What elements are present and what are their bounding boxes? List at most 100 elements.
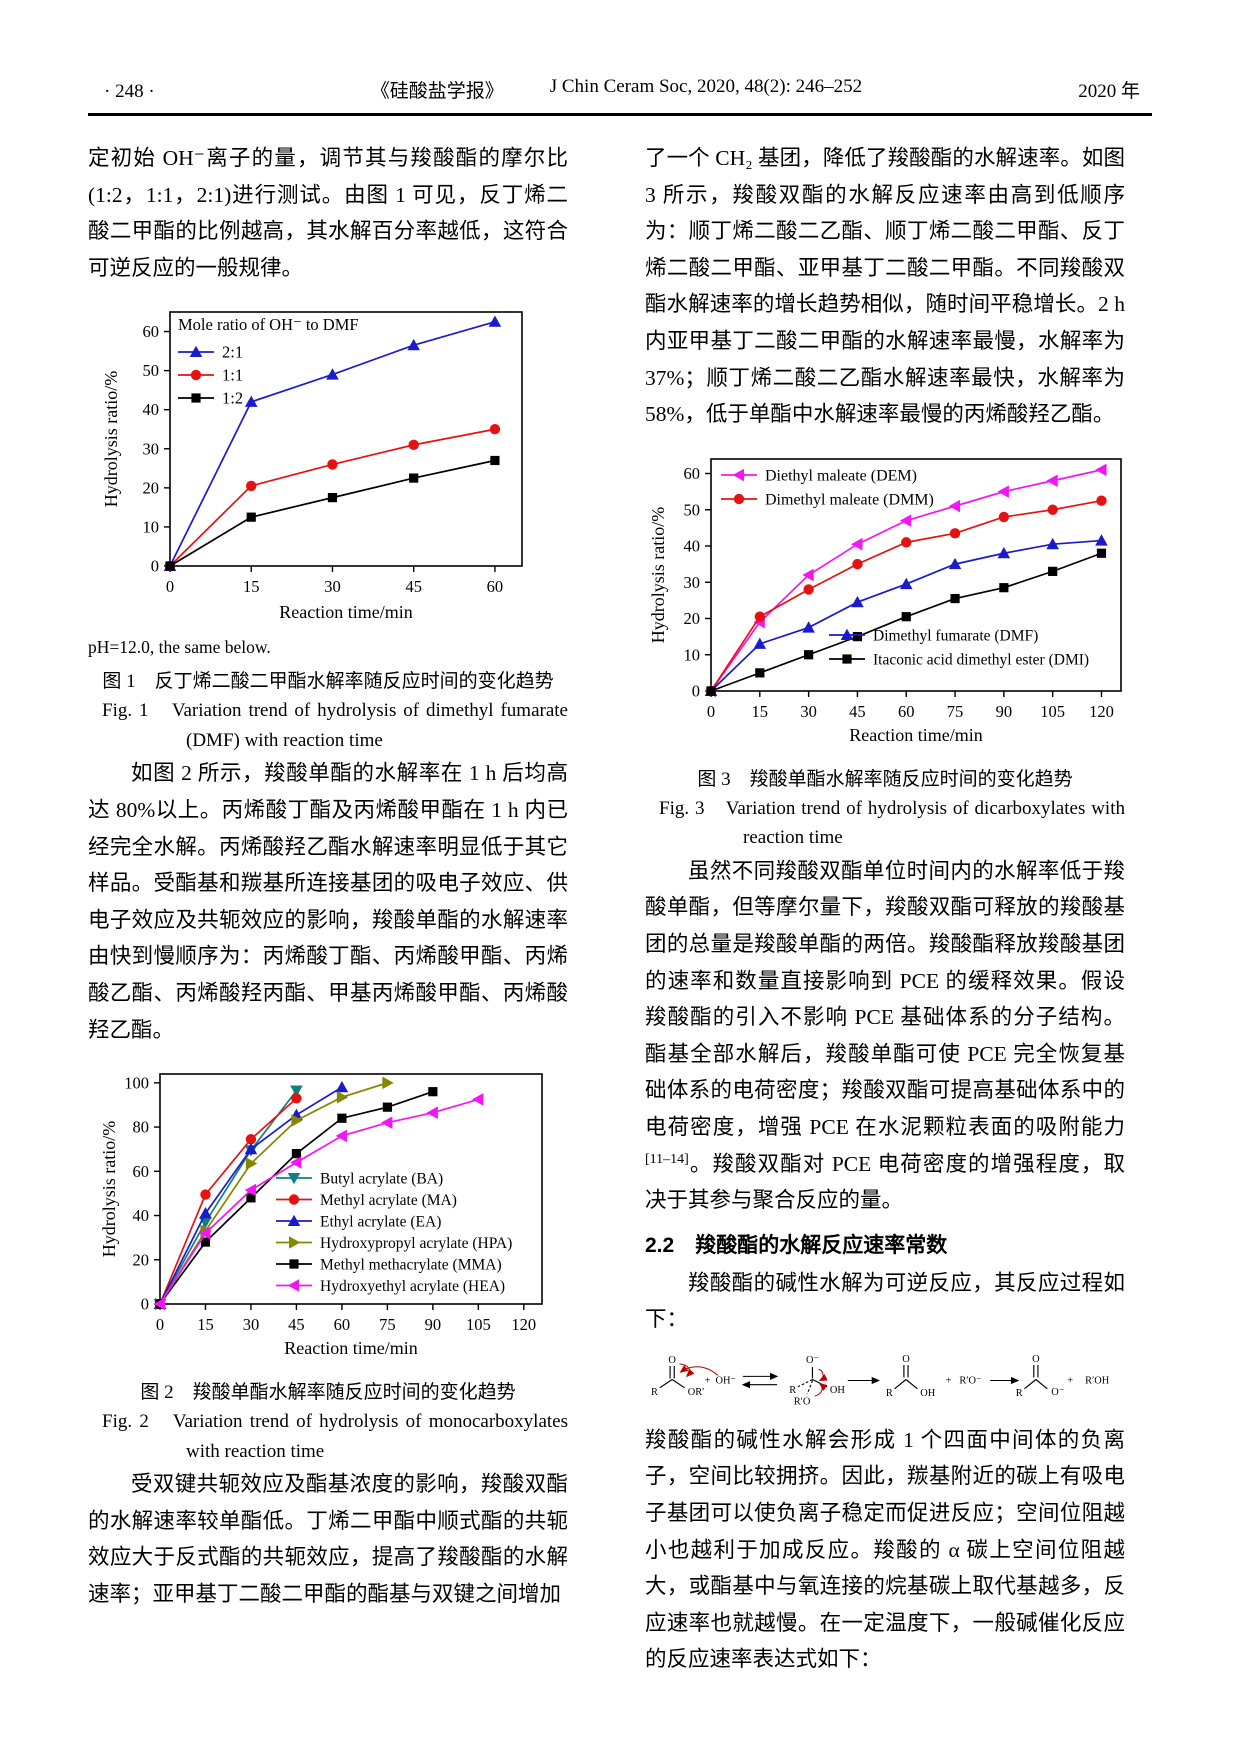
scheme-label: R′O [794,1396,811,1407]
svg-text:60: 60 [898,702,915,721]
svg-text:Dimethyl fumarate (DMF): Dimethyl fumarate (DMF) [873,627,1038,644]
svg-text:45: 45 [288,1315,305,1334]
scheme-label: R [1016,1388,1023,1399]
paragraph-6: 羧酸酯的碱性水解为可逆反应，其反应过程如下： [645,1270,1125,1332]
svg-text:0: 0 [166,577,174,596]
svg-text:20: 20 [143,479,160,498]
svg-text:75: 75 [379,1315,396,1334]
svg-text:60: 60 [143,322,160,341]
paragraph-5-text: 虽然不同羧酸双酯单位时间内的水解率低于羧酸单酯，但等摩尔量下，羧酸双酯可释放的羧… [645,858,1125,1139]
svg-text:Itaconic acid dimethyl ester (: Itaconic acid dimethyl ester (DMI) [873,651,1089,668]
paragraph-2: 如图 2 所示，羧酸单酯的水解率在 1 h 后均高达 80%以上。丙烯酸丁酯及丙… [88,761,568,1042]
svg-text:40: 40 [133,1206,150,1225]
journal-line: 《硅酸盐学报》 J Chin Ceram Soc, 2020, 48(2): 2… [155,76,1079,103]
svg-text:30: 30 [324,577,341,596]
reaction-scheme: O R OR′ + OH⁻ O⁻ R OH R′O O R OH + R′O⁻ [641,1348,1125,1416]
scheme-label: O⁻ [1051,1387,1064,1398]
section-heading-2-2: 2.2 羧酸酯的水解反应速率常数 [645,1233,948,1257]
svg-text:0: 0 [156,1315,164,1334]
svg-text:10: 10 [143,518,160,537]
paragraph-7: 羧酸酯的碱性水解会形成 1 个四面中间体的负离子，空间比较拥挤。因此，羰基附近的… [645,1427,1125,1672]
svg-text:Hydrolysis ratio/%: Hydrolysis ratio/% [648,507,668,644]
svg-text:45: 45 [405,577,422,596]
header-rule [88,113,1152,116]
figure1-caption-zh: 图 1 反丁烯二酸二甲酯水解率随反应时间的变化趋势 [102,671,554,693]
fig2-svg: 0 15 30 45 60 75 90 105 120 0 20 40 60 80 100 Reaction … [99,1073,543,1358]
svg-text:100: 100 [124,1073,149,1092]
svg-text:Mole ratio of OH⁻ to DMF: Mole ratio of OH⁻ to DMF [178,315,359,334]
journal-citation: J Chin Ceram Soc, 2020, 48(2): 246–252 [549,76,863,97]
figure3-caption-en: Fig. 3 Variation trend of hydrolysis of … [659,797,1125,849]
left-column: 定初始 OH⁻离子的量，调节其与羧酸酯的摩尔比(1:2，1:1，2:1)进行测试… [88,140,568,1678]
svg-text:60: 60 [334,1315,351,1334]
scheme-label: R [789,1385,796,1396]
reaction-scheme-svg: O R OR′ + OH⁻ O⁻ R OH R′O O R OH + R′O⁻ [651,1354,1110,1408]
svg-text:40: 40 [143,401,160,420]
svg-text:Hydrolysis ratio/%: Hydrolysis ratio/% [99,1121,119,1258]
fig1-svg: 0 15 30 45 60 0 10 20 30 40 50 60 Reaction time/min H… [101,311,523,622]
paragraph-4: 了一个 CH₂ 基团，降低了羧酸酯的水解速率。如图 3 所示，羧酸双酯的水解反应… [645,146,1125,427]
svg-text:0: 0 [141,1295,149,1314]
svg-text:75: 75 [947,702,964,721]
paragraph-5-text-cont: 。羧酸双酯对 PCE 电荷密度的增强程度，取决于其参与聚合反应的量。 [645,1151,1125,1213]
svg-text:30: 30 [684,573,701,592]
svg-text:20: 20 [133,1250,150,1269]
svg-text:40: 40 [684,536,701,555]
svg-text:90: 90 [996,702,1013,721]
scheme-label: O [668,1355,676,1366]
page-header: · 248 · 《硅酸盐学报》 J Chin Ceram Soc, 2020, … [88,76,1152,113]
scheme-label: R′OH [1085,1376,1110,1387]
scheme-label: OH [920,1388,935,1399]
scheme-label: OH⁻ [715,1376,735,1387]
svg-text:Reaction time/min: Reaction time/min [849,725,982,745]
svg-text:1:2: 1:2 [222,389,243,408]
scheme-label: O [1032,1354,1040,1365]
page-number: · 248 · [104,81,155,102]
svg-text:15: 15 [243,577,260,596]
scheme-label: + [705,1376,711,1387]
svg-text:105: 105 [1040,702,1065,721]
svg-text:50: 50 [143,361,160,380]
figure-3: 0 15 30 45 60 75 90 105 120 0 10 20 30 40 50 60 Reaction… [645,449,1125,853]
paragraph-1: 定初始 OH⁻离子的量，调节其与羧酸酯的摩尔比(1:2，1:1，2:1)进行测试… [88,146,568,280]
svg-text:Dimethyl maleate (DMM): Dimethyl maleate (DMM) [765,491,934,508]
svg-text:30: 30 [243,1315,260,1334]
svg-text:0: 0 [692,681,700,700]
svg-text:15: 15 [752,702,769,721]
svg-text:20: 20 [684,609,701,628]
svg-text:60: 60 [487,577,504,596]
figure-2: 0 15 30 45 60 75 90 105 120 0 20 40 60 80 100 Reaction … [88,1064,568,1466]
scheme-label: OR′ [688,1387,705,1398]
header-year: 2020 年 [1078,81,1140,102]
svg-text:Reaction time/min: Reaction time/min [279,602,412,622]
svg-text:120: 120 [1089,702,1114,721]
right-column: 了一个 CH₂ 基团，降低了羧酸酯的水解速率。如图 3 所示，羧酸双酯的水解反应… [645,140,1125,1678]
svg-text:60: 60 [684,464,701,483]
svg-text:15: 15 [197,1315,214,1334]
scheme-label: OH [830,1385,845,1396]
svg-text:60: 60 [133,1162,150,1181]
figure3-chart: 0 15 30 45 60 75 90 105 120 0 10 20 30 40 50 60 Reaction… [645,449,1125,756]
svg-text:10: 10 [684,645,701,664]
svg-text:90: 90 [425,1315,442,1334]
two-column-body: 定初始 OH⁻离子的量，调节其与羧酸酯的摩尔比(1:2，1:1，2:1)进行测试… [88,140,1152,1678]
figure1-caption-en: Fig. 1 Variation trend of hydrolysis of … [102,700,568,751]
figure3-caption-zh: 图 3 羧酸单酯水解率随反应时间的变化趋势 [697,768,1073,790]
figure1-chart: 0 15 30 45 60 0 10 20 30 40 50 60 Reaction time/min H… [98,298,568,633]
svg-text:30: 30 [800,702,817,721]
svg-text:2:1: 2:1 [222,343,243,362]
paragraph-3: 受双键共轭效应及酯基浓度的影响，羧酸双酯的水解速率较单酯低。丁烯二甲酯中顺式酯的… [88,1472,568,1606]
scheme-label: R [886,1388,893,1399]
svg-text:105: 105 [466,1315,491,1334]
scheme-label: + [1067,1376,1073,1387]
svg-text:0: 0 [151,557,159,576]
scheme-label: O⁻ [806,1355,819,1366]
svg-text:30: 30 [143,440,160,459]
svg-text:1:1: 1:1 [222,366,243,385]
svg-text:Methyl acrylate (MA): Methyl acrylate (MA) [320,1192,457,1209]
citation-ref: [11–14] [645,1151,689,1167]
svg-text:45: 45 [849,702,866,721]
figure1-note: pH=12.0, the same below. [88,637,271,658]
scheme-label: + [946,1376,952,1387]
